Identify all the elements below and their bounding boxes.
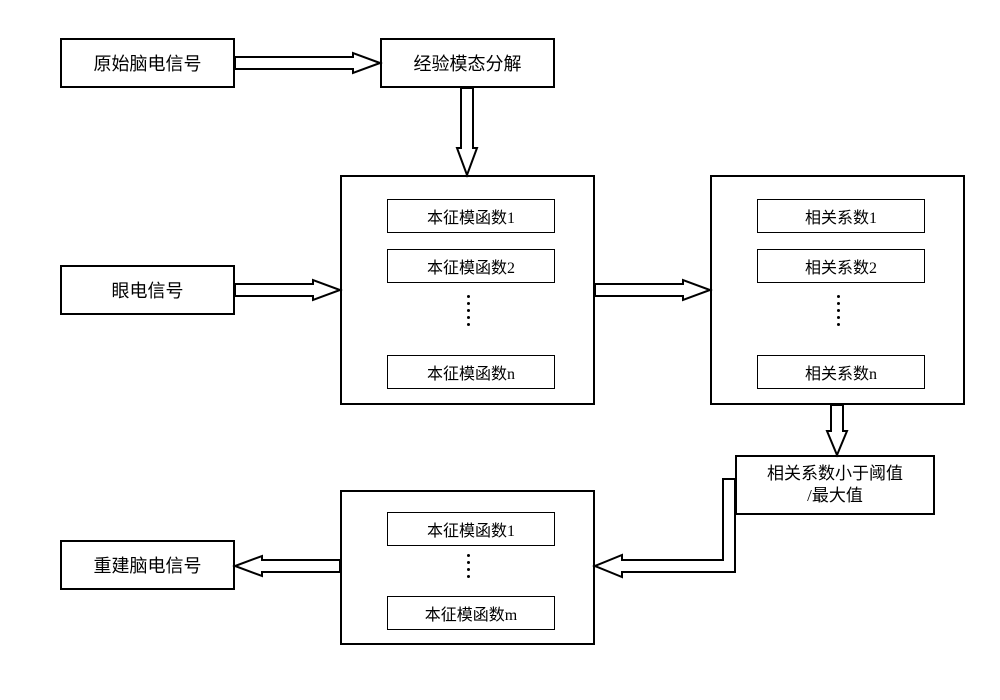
- imf-item-n-label: 本征模函数n: [427, 360, 515, 384]
- corr-container: 相关系数1 相关系数2 相关系数n: [710, 175, 965, 405]
- rebuild-label: 重建脑电信号: [94, 552, 202, 578]
- arrow-eog-imf: [235, 280, 340, 300]
- arrow-elbow-icon: [595, 475, 740, 577]
- eog-box: 眼电信号: [60, 265, 235, 315]
- rebuild-box: 重建脑电信号: [60, 540, 235, 590]
- threshold-label-2: /最大值: [807, 485, 863, 507]
- imf-item-1-label: 本征模函数1: [427, 204, 515, 228]
- arrow-emd-imf: [457, 88, 477, 175]
- corr-item-2: 相关系数2: [757, 249, 925, 283]
- imf-item-1: 本征模函数1: [387, 199, 555, 233]
- corr-item-1-label: 相关系数1: [805, 204, 877, 228]
- imf-sel-item-m-label: 本征模函数m: [425, 601, 517, 625]
- arrow-imf-corr: [595, 280, 710, 300]
- imf-item-n: 本征模函数n: [387, 355, 555, 389]
- vdots-icon: [467, 295, 470, 326]
- corr-item-n: 相关系数n: [757, 355, 925, 389]
- corr-item-1: 相关系数1: [757, 199, 925, 233]
- imf-sel-container: 本征模函数1 本征模函数m: [340, 490, 595, 645]
- vdots-icon: [837, 295, 840, 326]
- imf-sel-item-1: 本征模函数1: [387, 512, 555, 546]
- raw-eeg-box: 原始脑电信号: [60, 38, 235, 88]
- imf-item-2-label: 本征模函数2: [427, 254, 515, 278]
- corr-item-n-label: 相关系数n: [805, 360, 877, 384]
- arrow-imfsel-rebuild: [235, 556, 340, 576]
- threshold-box: 相关系数小于阈值 /最大值: [735, 455, 935, 515]
- imf-sel-item-m: 本征模函数m: [387, 596, 555, 630]
- threshold-label-1: 相关系数小于阈值: [767, 463, 903, 485]
- corr-item-2-label: 相关系数2: [805, 254, 877, 278]
- emd-label: 经验模态分解: [414, 50, 522, 76]
- emd-box: 经验模态分解: [380, 38, 555, 88]
- vdots-icon: [467, 554, 470, 578]
- imf-item-2: 本征模函数2: [387, 249, 555, 283]
- raw-eeg-label: 原始脑电信号: [94, 50, 202, 76]
- arrow-corr-threshold: [827, 405, 847, 455]
- eog-label: 眼电信号: [112, 277, 184, 303]
- arrow-raw-emd: [235, 53, 380, 73]
- imf-sel-item-1-label: 本征模函数1: [427, 517, 515, 541]
- imf-container: 本征模函数1 本征模函数2 本征模函数n: [340, 175, 595, 405]
